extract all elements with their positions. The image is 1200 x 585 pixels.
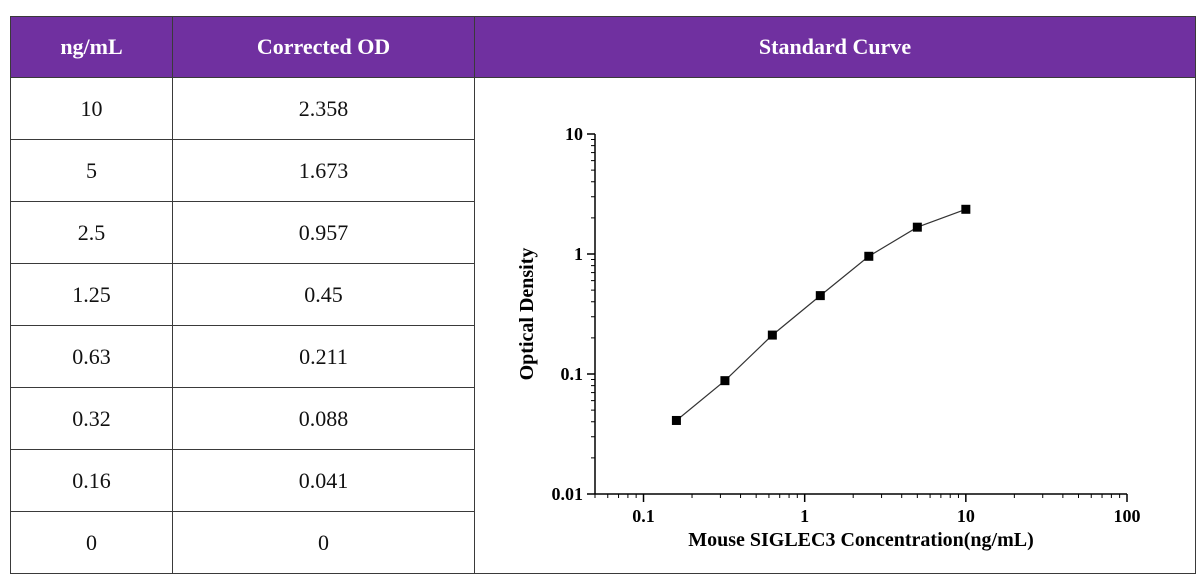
- cell-concentration: 0: [10, 511, 173, 574]
- series-line: [676, 208, 967, 421]
- data-point-marker: [961, 204, 971, 214]
- data-point-marker: [912, 222, 922, 232]
- cell-concentration: 0.16: [10, 449, 173, 512]
- cell-concentration: 10: [10, 77, 173, 140]
- x-tick-label: 1: [800, 506, 809, 526]
- x-tick-label: 10: [957, 506, 975, 526]
- standard-curve-chart: 0.01 0.1 1 10 0.1 1 10 100 Mouse SIGLEC3 Concen…: [516, 124, 1141, 551]
- table-row: 2.5 0.957: [10, 201, 1196, 264]
- x-tick-label: 0.1: [632, 506, 655, 526]
- y-tick-label: 0.01: [552, 484, 584, 504]
- cell-concentration: 5: [10, 139, 173, 202]
- table-row: 0 0: [10, 511, 1196, 574]
- cell-concentration: 0.63: [10, 325, 173, 388]
- cell-od: 1.673: [172, 139, 475, 202]
- cell-concentration: 0.32: [10, 387, 173, 450]
- table-row: 5 1.673: [10, 139, 1196, 202]
- table-row: 0.63 0.211: [10, 325, 1196, 388]
- standard-curve-table: ng/mL Corrected OD Standard Curve 10 2.3…: [10, 16, 1196, 574]
- data-point-marker: [767, 330, 777, 340]
- header-concentration: ng/mL: [10, 16, 173, 78]
- cell-concentration: 1.25: [10, 263, 173, 326]
- data-point-marker: [815, 291, 825, 301]
- cell-od: 0: [172, 511, 475, 574]
- cell-od: 0.45: [172, 263, 475, 326]
- chart-axes: 0.01 0.1 1 10 0.1 1 10 100: [552, 124, 1141, 526]
- header-standard-curve: Standard Curve: [474, 16, 1196, 78]
- x-tick-label: 100: [1114, 506, 1141, 526]
- table-row: 10 2.358 0.01 0.1 1 10 0.1 1 10 100 Mouse SIGLE…: [10, 77, 1196, 574]
- chart-cell: 0.01 0.1 1 10 0.1 1 10 100 Mouse SIGLEC3 Concen…: [474, 77, 1196, 574]
- table-row: 0.16 0.041: [10, 449, 1196, 512]
- cell-od: 0.041: [172, 449, 475, 512]
- header-corrected-od: Corrected OD: [172, 16, 475, 78]
- cell-od: 0.211: [172, 325, 475, 388]
- data-point-marker: [864, 251, 874, 261]
- table-row: 0.32 0.088: [10, 387, 1196, 450]
- data-point-marker: [671, 415, 681, 425]
- cell-od: 0.957: [172, 201, 475, 264]
- chart-plot-area: [671, 204, 971, 425]
- table-header-row: ng/mL Corrected OD Standard Curve: [10, 16, 1196, 78]
- cell-od: 0.088: [172, 387, 475, 450]
- x-axis-label: Mouse SIGLEC3 Concentration(ng/mL): [688, 529, 1034, 551]
- cell-od: 2.358: [172, 77, 475, 140]
- data-point-marker: [720, 376, 730, 386]
- y-tick-label: 0.1: [561, 364, 584, 384]
- y-tick-label: 10: [565, 124, 583, 144]
- table-row: 1.25 0.45: [10, 263, 1196, 326]
- y-axis-label: Optical Density: [516, 248, 538, 381]
- y-tick-label: 1: [574, 244, 583, 264]
- cell-concentration: 2.5: [10, 201, 173, 264]
